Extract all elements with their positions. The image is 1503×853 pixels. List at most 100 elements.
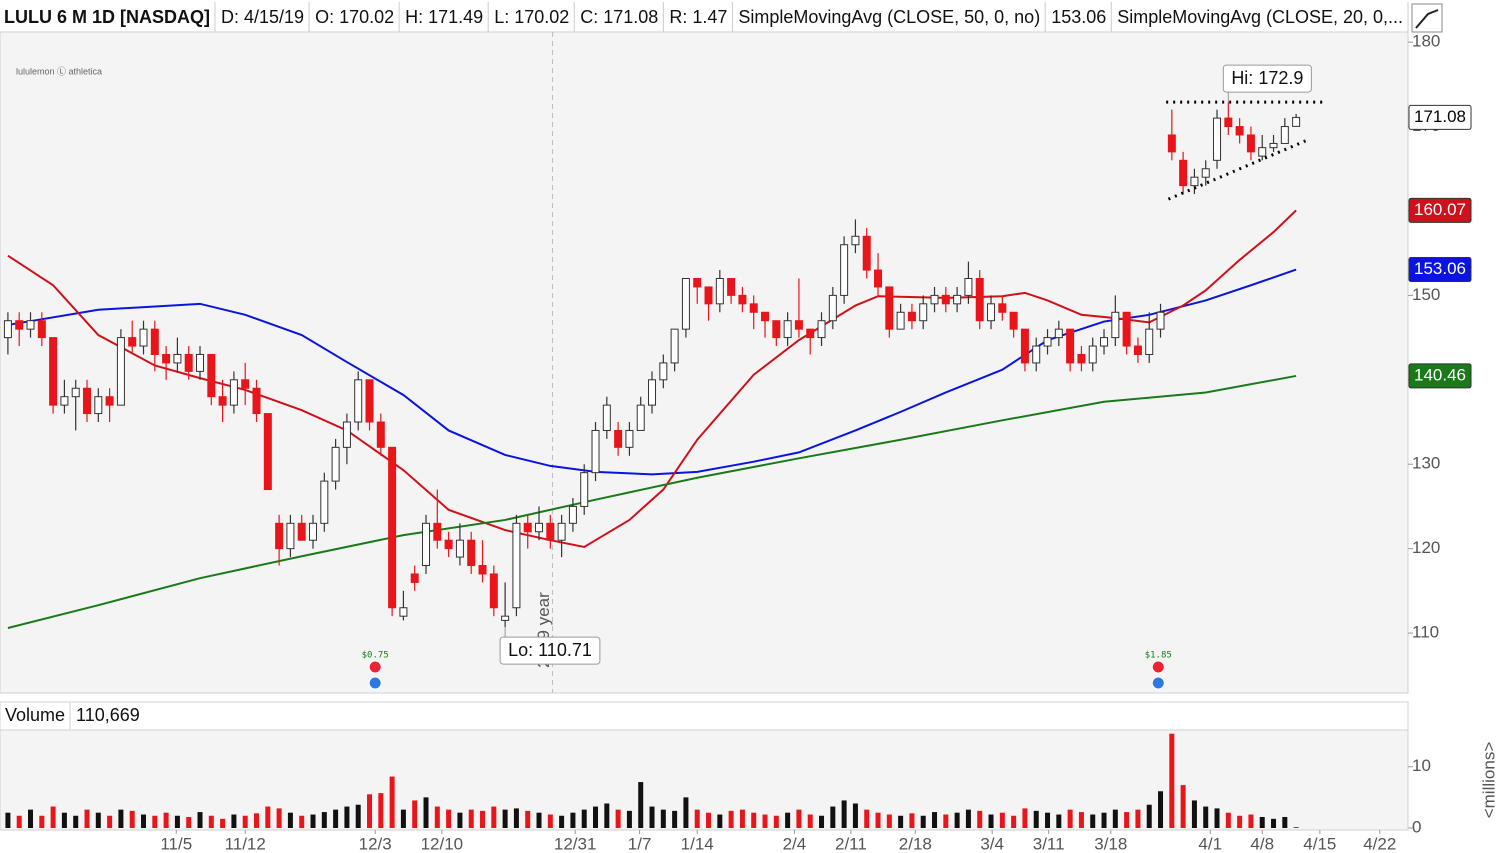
candle-body xyxy=(772,320,781,339)
volume-bar xyxy=(378,793,384,828)
candle-body xyxy=(851,235,860,246)
candle-body xyxy=(907,311,916,322)
volume-bar xyxy=(457,812,463,828)
candle-body xyxy=(953,294,962,305)
drawing-tool-icon[interactable] xyxy=(1411,3,1443,33)
candle-body xyxy=(670,328,679,364)
icon-glyph xyxy=(1415,9,1439,29)
candle-body xyxy=(874,269,883,288)
candle-body xyxy=(998,303,1007,313)
volume-bar xyxy=(909,813,915,828)
volume-bar xyxy=(932,812,938,828)
candle-body xyxy=(681,278,690,330)
volume-readout: 110,669 xyxy=(76,705,140,725)
candle-body xyxy=(512,522,521,609)
volume-bar xyxy=(920,815,926,828)
candle-body xyxy=(1133,345,1142,355)
volume-bar xyxy=(1135,809,1141,828)
volume-bar xyxy=(276,808,282,828)
candle-body xyxy=(71,387,80,398)
volume-bar xyxy=(943,814,949,828)
volume-bar xyxy=(355,804,361,828)
volume-bar xyxy=(84,809,90,828)
candle-body xyxy=(1292,116,1301,127)
candle-body xyxy=(964,278,973,296)
price-badge xyxy=(1408,257,1472,283)
candle-body xyxy=(727,278,736,296)
volume-bar xyxy=(95,812,101,828)
volume-bar xyxy=(141,814,147,828)
candle-body xyxy=(1179,159,1188,187)
volume-bar xyxy=(1112,809,1118,828)
volume-bar xyxy=(1146,804,1152,828)
volume-bar xyxy=(1078,812,1084,828)
volume-bar xyxy=(299,815,305,828)
volume-tick-label: 10 xyxy=(1412,756,1431,775)
candle-body xyxy=(365,379,374,423)
volume-bar xyxy=(412,800,418,828)
price-badge-label: 160.07 xyxy=(1414,200,1466,219)
volume-bar xyxy=(660,809,666,828)
candle-body xyxy=(162,353,171,364)
x-tick-label: 2/11 xyxy=(835,834,867,853)
volume-bar xyxy=(39,815,45,828)
volume-bar xyxy=(773,815,779,828)
volume-bar xyxy=(310,814,316,828)
volume-bar xyxy=(1169,733,1175,828)
volume-bar xyxy=(672,810,678,828)
candle-body xyxy=(444,539,453,550)
volume-bar xyxy=(423,797,429,828)
candle-body xyxy=(794,320,803,330)
y-tick-label: 180 xyxy=(1412,32,1440,51)
candle-body xyxy=(331,446,340,482)
volume-bar xyxy=(242,815,248,828)
candle-body xyxy=(580,472,589,507)
volume-bar xyxy=(1124,812,1130,828)
volume-bar xyxy=(1180,785,1186,828)
event-icon xyxy=(1151,676,1165,690)
candle-body xyxy=(128,337,137,347)
x-tick-label: 12/31 xyxy=(554,834,597,853)
volume-bar xyxy=(333,809,339,828)
volume-bar xyxy=(807,814,813,828)
x-tick-label: 11/12 xyxy=(225,834,266,853)
x-tick-label: 3/18 xyxy=(1094,834,1127,853)
volume-bar xyxy=(728,810,734,828)
candle-body xyxy=(885,286,894,330)
candle-body xyxy=(840,244,849,296)
candle-body xyxy=(388,446,397,609)
candle-body xyxy=(941,294,950,305)
y-tick-label: 120 xyxy=(1412,538,1440,557)
candle-body xyxy=(1032,345,1041,364)
candle-body xyxy=(1258,147,1267,157)
candle-body xyxy=(218,396,227,406)
candle-body xyxy=(320,480,329,524)
candle-body xyxy=(693,278,702,288)
x-tick-label: 1/14 xyxy=(681,834,714,853)
study-name: SimpleMovingAvg (CLOSE, 50, 0, no) xyxy=(738,7,1040,27)
candle-body xyxy=(975,278,984,322)
candle-body xyxy=(1213,117,1222,161)
candle-body xyxy=(1280,126,1289,144)
candle-body xyxy=(930,294,939,305)
volume-bar xyxy=(841,800,847,828)
candle-body xyxy=(1246,134,1255,153)
candle-body xyxy=(105,396,114,406)
volume-bar xyxy=(739,809,745,828)
candle-body xyxy=(1224,117,1233,128)
volume-bar xyxy=(107,815,113,828)
volume-bar xyxy=(1067,809,1073,828)
volume-bar xyxy=(762,814,768,828)
volume-bar xyxy=(1271,818,1277,828)
volume-bar xyxy=(400,809,406,828)
candle-body xyxy=(987,303,996,322)
volume-bar xyxy=(1011,815,1017,828)
candle-body xyxy=(489,573,498,609)
candle-body xyxy=(455,539,464,558)
candle-body xyxy=(207,353,216,398)
candle-body xyxy=(1145,328,1154,355)
candle-body xyxy=(275,522,284,550)
volume-bar xyxy=(73,815,79,828)
volume-tick-label: 0 xyxy=(1412,817,1421,836)
annotation-label: Lo: 110.71 xyxy=(508,640,592,660)
